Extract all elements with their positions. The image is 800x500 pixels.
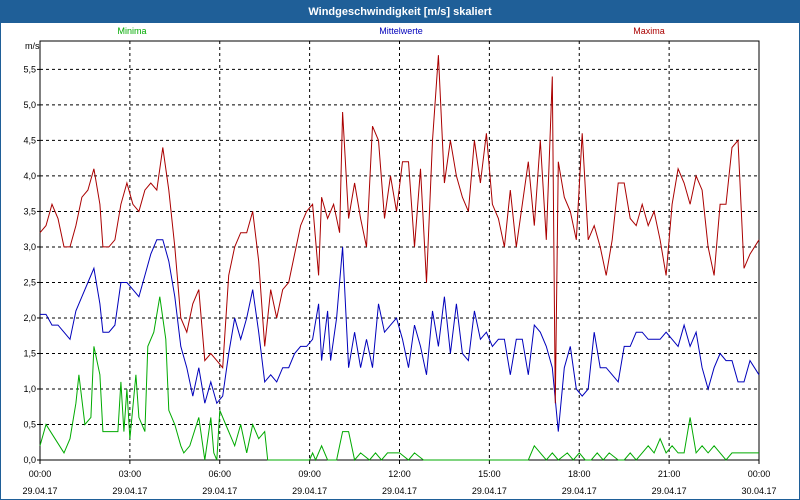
x-tick-date: 29.04.17 bbox=[22, 486, 57, 496]
legend-mittelwerte: Mittelwerte bbox=[379, 26, 423, 36]
x-tick-time: 21:00 bbox=[658, 469, 681, 479]
x-tick-time: 09:00 bbox=[298, 469, 321, 479]
y-tick-label: 3,0 bbox=[23, 242, 36, 252]
x-tick-time: 00:00 bbox=[748, 469, 771, 479]
y-axis: 0,0 0,5 1,0 1,5 2,0 2,5 3,0 3,5 4,0 4,5 5,0 5,5 bbox=[23, 64, 40, 465]
y-tick-label: 0,0 bbox=[23, 455, 36, 465]
x-tick-date: 29.04.17 bbox=[472, 486, 507, 496]
y-tick-label: 2,5 bbox=[23, 277, 36, 287]
series-line-minima bbox=[39, 296, 759, 462]
x-tick-time: 06:00 bbox=[208, 469, 231, 479]
y-tick-label: 0,5 bbox=[23, 419, 36, 429]
x-tick-date: 29.04.17 bbox=[202, 486, 237, 496]
y-tick-label: 1,0 bbox=[23, 384, 36, 394]
legend-maxima: Maxima bbox=[633, 26, 665, 36]
x-tick-date: 30.04.17 bbox=[741, 486, 776, 496]
x-tick-date: 29.04.17 bbox=[382, 486, 417, 496]
y-tick-label: 2,0 bbox=[23, 313, 36, 323]
legend-minima: Minima bbox=[117, 26, 146, 36]
series-line-maxima bbox=[39, 55, 760, 404]
y-tick-label: 4,5 bbox=[23, 135, 36, 145]
x-tick-time: 18:00 bbox=[568, 469, 591, 479]
grid bbox=[40, 41, 759, 460]
x-tick-date: 29.04.17 bbox=[652, 486, 687, 496]
y-tick-label: 5,0 bbox=[23, 100, 36, 110]
window-title: Windgeschwindigkeit [m/s] skaliert bbox=[1, 1, 799, 23]
x-tick-time: 00:00 bbox=[29, 469, 52, 479]
x-axis: 00:00 29.04.17 03:00 29.04.17 06:00 29.04.17 0… bbox=[22, 460, 777, 496]
y-tick-label: 5,5 bbox=[23, 64, 36, 74]
x-tick-date: 29.04.17 bbox=[112, 486, 147, 496]
y-tick-label: 4,0 bbox=[23, 171, 36, 181]
x-tick-time: 12:00 bbox=[388, 469, 411, 479]
y-axis-label: m/s bbox=[25, 41, 40, 51]
series-line-mittelwerte bbox=[40, 239, 760, 432]
y-tick-label: 3,5 bbox=[23, 206, 36, 216]
x-tick-date: 29.04.17 bbox=[562, 486, 597, 496]
x-tick-time: 03:00 bbox=[119, 469, 142, 479]
x-tick-date: 29.04.17 bbox=[292, 486, 327, 496]
series bbox=[39, 55, 760, 462]
y-tick-label: 1,5 bbox=[23, 348, 36, 358]
x-tick-time: 15:00 bbox=[478, 469, 501, 479]
